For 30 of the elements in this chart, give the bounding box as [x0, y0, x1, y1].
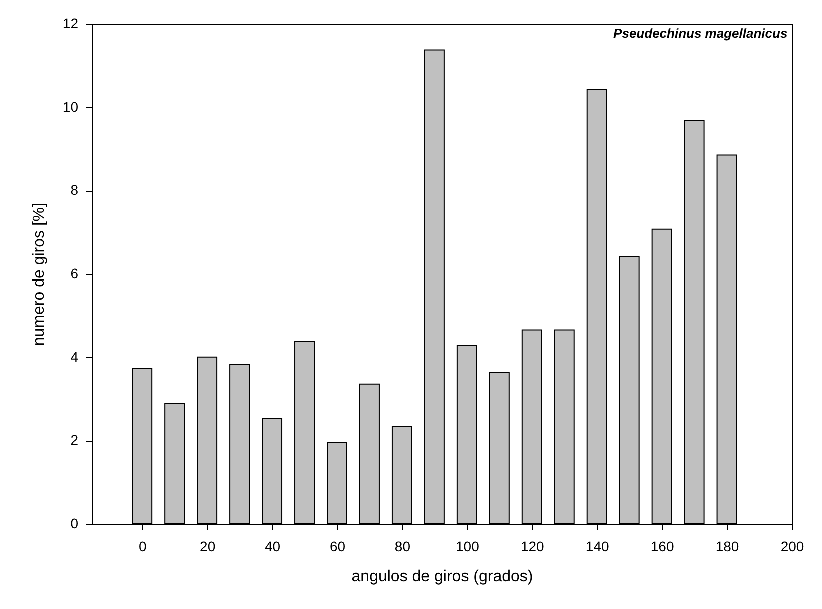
bar	[294, 341, 316, 524]
x-tick-label: 160	[650, 538, 674, 554]
bar	[164, 404, 186, 524]
y-tick-label: 6	[70, 266, 79, 282]
y-tick-label: 10	[62, 98, 79, 115]
x-tick-label: 40	[264, 538, 281, 554]
bar	[554, 330, 575, 524]
y-tick-label: 8	[70, 182, 79, 198]
x-tick-label: 0	[138, 538, 147, 554]
x-tick-label: 100	[456, 538, 480, 554]
bar	[424, 50, 445, 524]
y-tick-label: 0	[70, 516, 79, 532]
bar	[619, 256, 640, 524]
bar	[359, 384, 380, 524]
x-tick-label: 200	[780, 538, 804, 554]
y-tick-label: 2	[70, 432, 79, 448]
bar	[684, 120, 705, 524]
x-tick-label: 80	[394, 538, 411, 554]
x-tick-label: 20	[200, 538, 216, 554]
y-tick-label: 4	[70, 348, 79, 365]
x-tick-label: 120	[520, 538, 545, 554]
bar	[489, 372, 510, 524]
chart-title: Pseudechinus magellanicus	[614, 26, 788, 41]
y-tick-label: 12	[62, 16, 79, 32]
y-axis-title: numero de giros [%]	[30, 202, 48, 346]
x-tick-label: 60	[330, 538, 346, 554]
x-tick-label: 140	[586, 538, 610, 554]
x-tick-label: 180	[716, 538, 740, 554]
bar	[230, 364, 250, 524]
x-axis-title: angulos de giros (grados)	[352, 568, 534, 586]
